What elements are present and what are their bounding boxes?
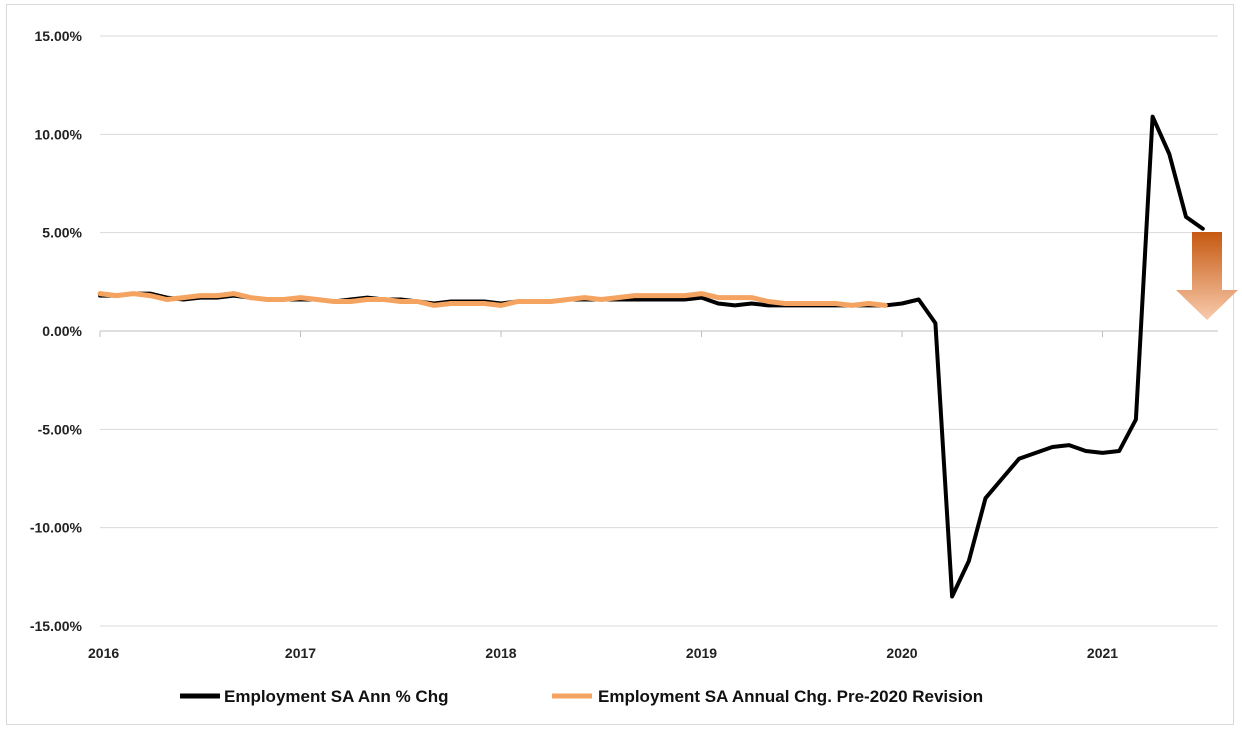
legend-label: Employment SA Ann % Chg xyxy=(224,687,448,706)
axes: 15.00% 10.00% 5.00% 0.00% -5.00% -10.00% -15.0… xyxy=(30,28,1218,661)
y-tick-label: 0.00% xyxy=(42,323,82,339)
y-tick-label: -10.00% xyxy=(30,520,83,536)
y-tick-label: -5.00% xyxy=(38,421,83,437)
legend: Employment SA Ann % Chg Employment SA Ann… xyxy=(180,687,983,706)
x-tick-label: 2019 xyxy=(686,645,717,661)
y-tick-label: -15.00% xyxy=(30,618,83,634)
gridlines xyxy=(100,35,1218,627)
y-tick-label: 5.00% xyxy=(42,225,82,241)
x-tick-label: 2020 xyxy=(886,645,917,661)
annotations xyxy=(1176,232,1238,320)
x-tick-label: 2016 xyxy=(88,645,119,661)
series-line-employment-sa-ann-chg xyxy=(98,114,1205,599)
legend-label: Employment SA Annual Chg. Pre-2020 Revis… xyxy=(598,687,983,706)
x-tick-label: 2021 xyxy=(1087,645,1118,661)
x-tick-label: 2018 xyxy=(485,645,516,661)
series-lines xyxy=(97,114,1205,599)
y-tick-label: 15.00% xyxy=(35,28,83,44)
down-arrow-icon xyxy=(1176,232,1238,320)
x-tick-label: 2017 xyxy=(285,645,316,661)
y-tick-label: 10.00% xyxy=(35,126,83,142)
chart-frame xyxy=(6,4,1234,725)
series-line-pre-2020-revision xyxy=(97,291,888,308)
